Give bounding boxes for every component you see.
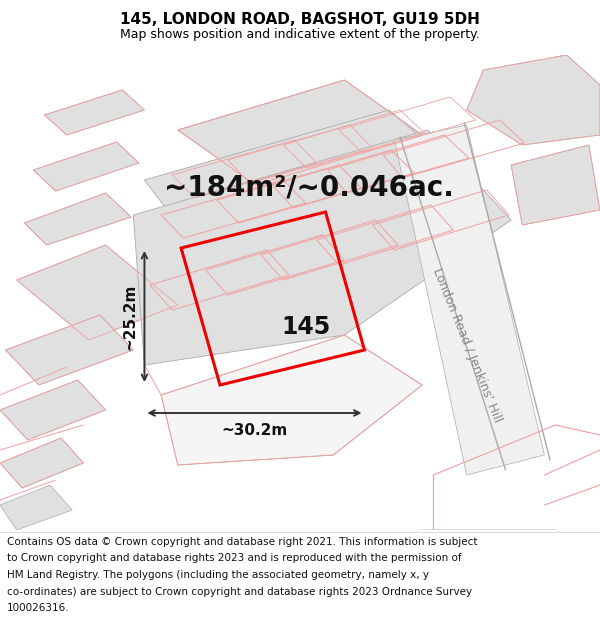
Text: HM Land Registry. The polygons (including the associated geometry, namely x, y: HM Land Registry. The polygons (includin… (7, 570, 429, 580)
Text: Map shows position and indicative extent of the property.: Map shows position and indicative extent… (120, 28, 480, 41)
Polygon shape (0, 485, 72, 530)
Text: ~30.2m: ~30.2m (221, 423, 287, 438)
Polygon shape (5, 315, 133, 385)
Text: London Road / Jenkins' Hill: London Road / Jenkins' Hill (430, 266, 503, 424)
Polygon shape (44, 90, 145, 135)
Polygon shape (34, 142, 139, 191)
Text: Contains OS data © Crown copyright and database right 2021. This information is : Contains OS data © Crown copyright and d… (7, 537, 478, 547)
Text: to Crown copyright and database rights 2023 and is reproduced with the permissio: to Crown copyright and database rights 2… (7, 553, 462, 563)
Text: 145, LONDON ROAD, BAGSHOT, GU19 5DH: 145, LONDON ROAD, BAGSHOT, GU19 5DH (120, 12, 480, 27)
Polygon shape (133, 130, 511, 365)
Polygon shape (467, 55, 600, 145)
Wedge shape (422, 530, 556, 625)
Text: ~25.2m: ~25.2m (123, 283, 138, 350)
Polygon shape (0, 438, 83, 488)
Text: co-ordinates) are subject to Crown copyright and database rights 2023 Ordnance S: co-ordinates) are subject to Crown copyr… (7, 586, 472, 596)
Polygon shape (145, 110, 478, 275)
Text: 100026316.: 100026316. (7, 603, 70, 613)
Polygon shape (511, 145, 600, 225)
Polygon shape (394, 125, 544, 475)
Polygon shape (161, 335, 422, 465)
Text: ~184m²/~0.046ac.: ~184m²/~0.046ac. (164, 173, 454, 201)
Text: 145: 145 (281, 315, 330, 339)
Polygon shape (178, 80, 422, 185)
Polygon shape (0, 380, 106, 440)
Polygon shape (25, 193, 131, 245)
Polygon shape (17, 245, 178, 340)
